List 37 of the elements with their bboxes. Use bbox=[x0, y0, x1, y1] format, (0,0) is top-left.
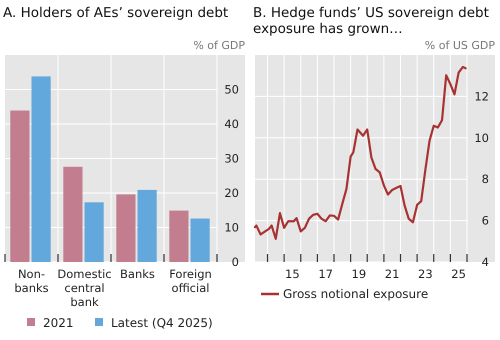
y-tick-label: 4 bbox=[482, 255, 489, 270]
y-tick-label: 10 bbox=[224, 220, 239, 235]
y-tick-label: 6 bbox=[482, 214, 489, 228]
x-tick-label: Foreign official bbox=[169, 267, 212, 295]
legend-label: Latest (Q4 2025) bbox=[111, 316, 213, 330]
x-tick-label: Banks bbox=[120, 267, 155, 281]
y-tick-label: 12 bbox=[474, 89, 489, 104]
y-tick-label: 20 bbox=[224, 186, 239, 200]
x-tick-label: 21 bbox=[384, 267, 400, 281]
y-axis-title: % of GDP bbox=[193, 39, 246, 52]
x-tick-label: Domestic central bank bbox=[57, 267, 112, 309]
bar bbox=[190, 218, 210, 262]
bar bbox=[169, 210, 188, 262]
x-tick-label: Non-banks bbox=[14, 267, 49, 295]
bar bbox=[63, 166, 82, 262]
y-tick-label: 50 bbox=[224, 82, 239, 97]
y-tick-label: 30 bbox=[224, 152, 239, 166]
y-tick-label: 0 bbox=[232, 255, 239, 270]
chart-title: A. Holders of AEs’ sovereign debt bbox=[3, 5, 228, 21]
bar bbox=[116, 194, 136, 262]
x-tick-label: 19 bbox=[352, 267, 366, 281]
legend-label: 2021 bbox=[43, 316, 74, 330]
x-tick-label: 23 bbox=[418, 267, 433, 281]
bar bbox=[10, 110, 30, 262]
y-axis-title: % of US GDP bbox=[424, 39, 496, 52]
line-series bbox=[254, 66, 467, 240]
bar bbox=[32, 76, 51, 262]
chart-title: B. Hedge funds’ US sovereign debt exposure has grown… bbox=[253, 5, 489, 37]
bar bbox=[138, 190, 157, 262]
y-tick-label: 8 bbox=[482, 172, 489, 186]
bar bbox=[84, 202, 104, 262]
x-tick-label: 25 bbox=[451, 267, 466, 281]
y-tick-label: 40 bbox=[224, 117, 239, 132]
x-tick-label: 17 bbox=[318, 267, 333, 281]
x-tick-label: 15 bbox=[285, 267, 300, 281]
y-tick-label: 10 bbox=[474, 130, 489, 145]
legend-label: Gross notional exposure bbox=[283, 287, 428, 301]
